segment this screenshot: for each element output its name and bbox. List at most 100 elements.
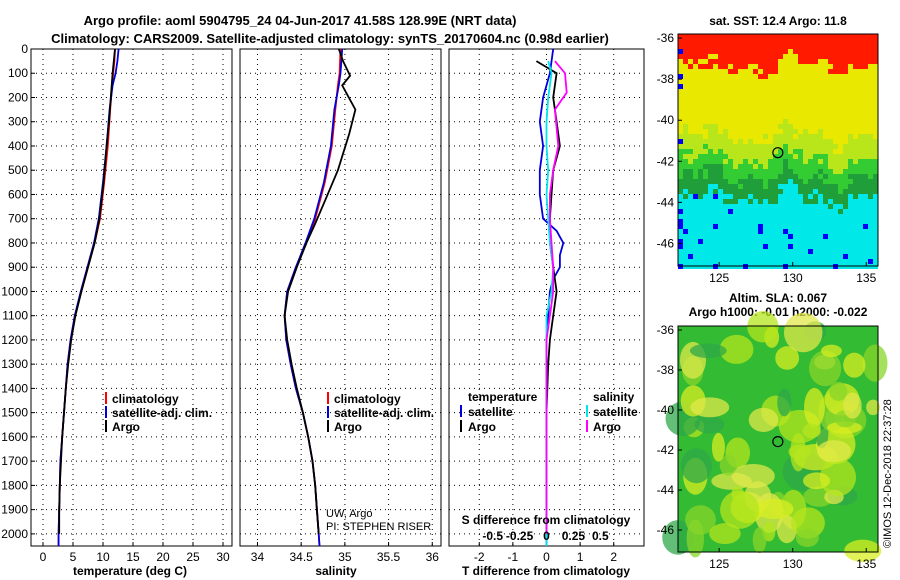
sst-cell <box>873 259 878 264</box>
sst-cell <box>788 244 793 249</box>
sst-cell <box>703 179 708 184</box>
sst-cell <box>853 109 858 114</box>
sst-cell <box>868 74 873 79</box>
sla-blob <box>686 519 705 558</box>
sst-cell <box>683 174 688 179</box>
sst-cell <box>853 89 858 94</box>
sst-cell <box>828 129 833 134</box>
s-tick-label: 0.25 <box>562 529 586 543</box>
sst-cell <box>863 174 868 179</box>
sst-cell <box>798 54 803 59</box>
sst-cell <box>833 79 838 84</box>
sst-cell <box>688 124 693 129</box>
sst-cell <box>683 209 688 214</box>
sst-cell <box>758 89 763 94</box>
sst-cell <box>823 239 828 244</box>
sst-cell <box>758 184 763 189</box>
sst-cell <box>853 69 858 74</box>
sst-cell <box>848 184 853 189</box>
sst-cell <box>788 174 793 179</box>
sst-cell <box>713 49 718 54</box>
sst-cell <box>763 109 768 114</box>
sst-cell <box>818 64 823 69</box>
sst-cell <box>833 74 838 79</box>
sst-cell <box>833 44 838 49</box>
sst-cell <box>833 229 838 234</box>
sst-cell <box>798 259 803 264</box>
lat-tick-label: -40 <box>657 113 675 127</box>
sst-cell <box>768 159 773 164</box>
sst-cell <box>818 254 823 259</box>
sst-cell <box>758 59 763 64</box>
sst-cell <box>703 254 708 259</box>
sst-cell <box>728 99 733 104</box>
sst-cell <box>678 149 683 154</box>
lon-tick-label: 135 <box>856 271 876 285</box>
sst-cell <box>768 244 773 249</box>
sst-cell <box>693 54 698 59</box>
sst-cell <box>798 34 803 39</box>
sst-cell <box>808 229 813 234</box>
sst-cell <box>688 114 693 119</box>
sst-cell <box>818 204 823 209</box>
sst-cell <box>693 249 698 254</box>
sst-cell <box>833 124 838 129</box>
sst-cell <box>718 254 723 259</box>
sst-cell <box>743 64 748 69</box>
sst-cell <box>728 184 733 189</box>
sst-cell <box>848 249 853 254</box>
sst-cell <box>683 249 688 254</box>
sst-cell <box>773 174 778 179</box>
sst-cell <box>873 54 878 59</box>
sst-cell <box>863 54 868 59</box>
sst-cell <box>868 164 873 169</box>
sst-cell <box>778 169 783 174</box>
sst-cell <box>803 79 808 84</box>
sst-cell <box>698 159 703 164</box>
sst-cell <box>848 154 853 159</box>
sst-cell <box>763 224 768 229</box>
sst-cell <box>778 204 783 209</box>
sst-cell <box>763 174 768 179</box>
sst-cell <box>708 164 713 169</box>
sst-cell <box>693 34 698 39</box>
sst-cell <box>713 124 718 129</box>
sst-cell <box>828 94 833 99</box>
sst-cell <box>843 224 848 229</box>
sst-cell <box>833 219 838 224</box>
sst-cell <box>783 59 788 64</box>
sst-cell <box>758 259 763 264</box>
sst-cell <box>843 154 848 159</box>
sst-cell <box>813 244 818 249</box>
sst-cell <box>698 229 703 234</box>
sst-cell <box>813 219 818 224</box>
sst-cell <box>873 144 878 149</box>
sst-cell <box>808 259 813 264</box>
sst-cell <box>698 219 703 224</box>
legend-climatology-label: climatology <box>112 392 179 406</box>
x-tick-label: 34 <box>251 550 265 564</box>
lat-tick-label: -36 <box>657 31 675 45</box>
sst-cell <box>808 139 813 144</box>
sst-cell <box>863 209 868 214</box>
sla-blob <box>829 381 848 401</box>
sst-cell <box>768 204 773 209</box>
sst-cell <box>713 69 718 74</box>
sst-cell <box>793 89 798 94</box>
sst-cell <box>753 189 758 194</box>
sst-cell <box>838 69 843 74</box>
sst-cell <box>778 74 783 79</box>
sst-cell <box>693 149 698 154</box>
sst-cell <box>758 214 763 219</box>
sst-cell <box>743 59 748 64</box>
sla-blob <box>820 344 842 358</box>
sst-cell <box>678 104 683 109</box>
sst-cell <box>723 99 728 104</box>
sst-cell <box>753 99 758 104</box>
sst-cell <box>873 124 878 129</box>
sst-cell <box>783 244 788 249</box>
sst-cell <box>758 239 763 244</box>
legend-temperature-satellite-label: satellite <box>468 405 513 419</box>
sst-cell <box>748 219 753 224</box>
sst-cell <box>808 249 813 254</box>
